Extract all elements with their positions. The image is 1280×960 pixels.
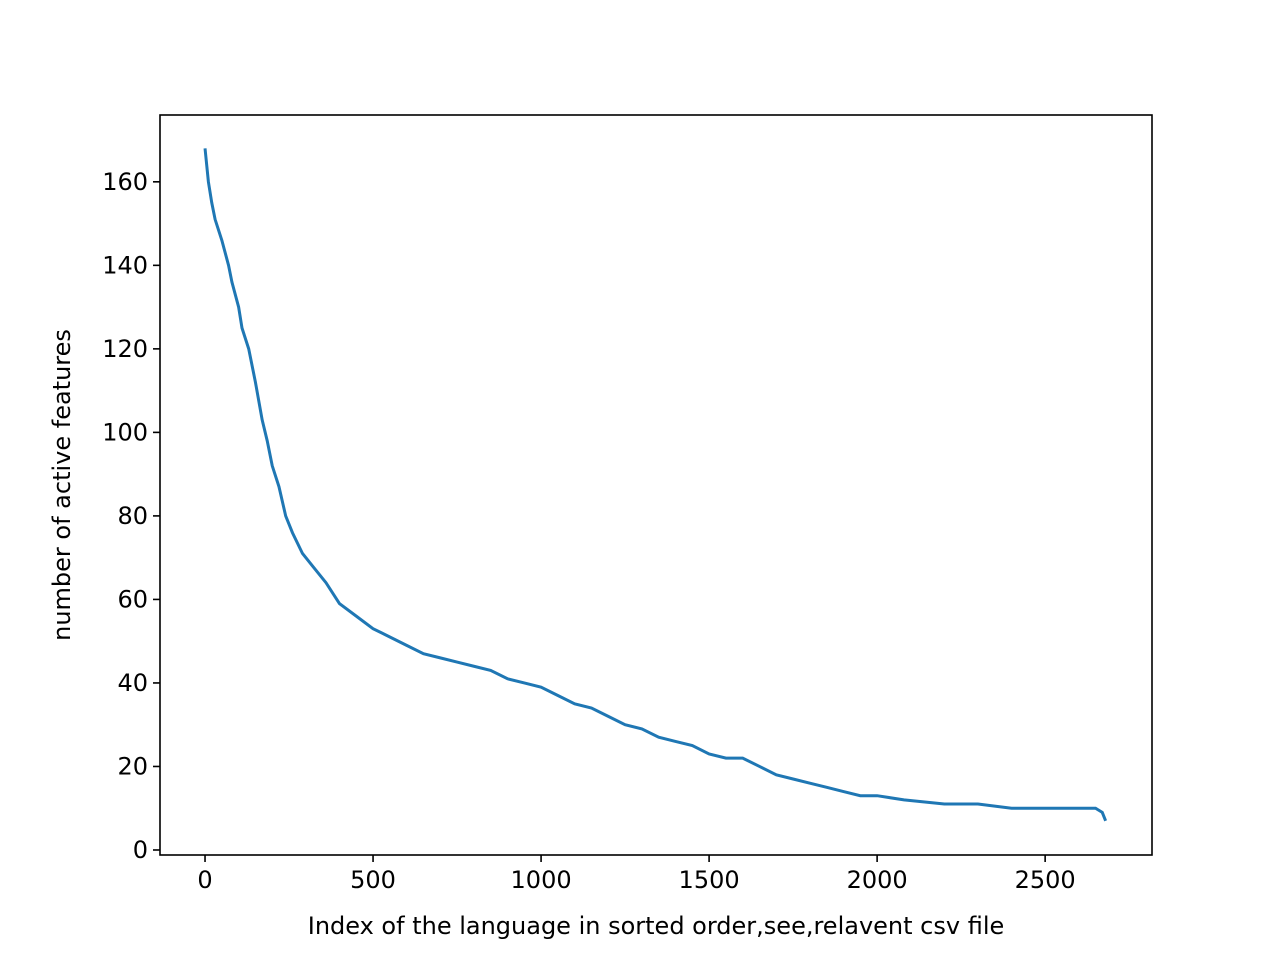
y-tick-label: 40 [117, 669, 148, 697]
x-axis-label: Index of the language in sorted order,se… [308, 912, 1005, 940]
x-tick-label: 1500 [679, 866, 740, 894]
x-tick-label: 0 [197, 866, 212, 894]
plot-frame [159, 114, 1153, 856]
y-tick-label: 160 [102, 168, 148, 196]
y-tick-label: 0 [133, 836, 148, 864]
y-tick-label: 80 [117, 502, 148, 530]
y-tick-label: 100 [102, 418, 148, 446]
y-axis-label: number of active features [48, 329, 76, 641]
data-line [203, 148, 1108, 822]
x-tick-label: 2500 [1015, 866, 1076, 894]
y-tick-label: 140 [102, 251, 148, 279]
y-tick-label: 120 [102, 335, 148, 363]
y-tick-label: 60 [117, 585, 148, 613]
x-tick-label: 1000 [511, 866, 572, 894]
y-tick-label: 20 [117, 752, 148, 780]
x-tick-label: 2000 [847, 866, 908, 894]
x-tick-label: 500 [350, 866, 396, 894]
